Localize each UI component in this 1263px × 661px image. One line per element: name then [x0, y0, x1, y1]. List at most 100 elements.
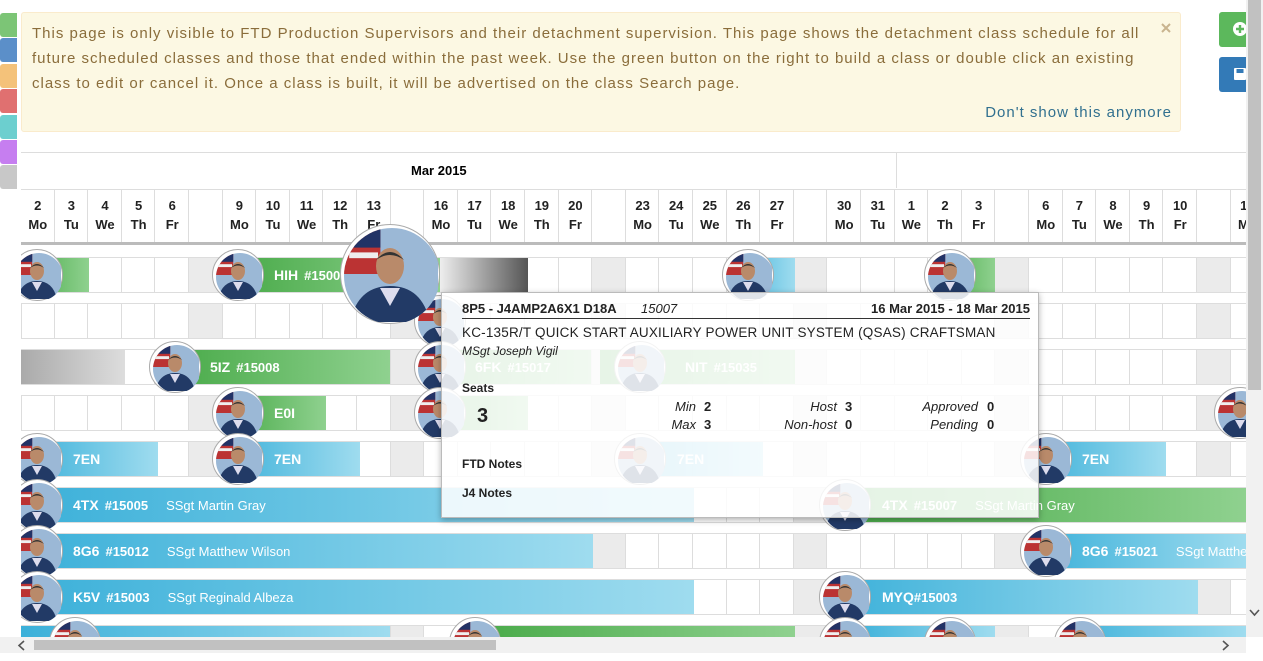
month-divider [896, 152, 897, 188]
instructor-avatar [212, 249, 264, 301]
class-code: 4TX [73, 497, 99, 513]
header-cell [525, 189, 559, 243]
grid-cell [793, 257, 828, 293]
instructor-avatar [212, 387, 264, 439]
grid-cell [659, 257, 693, 293]
class-instructor: SSgt Matthew Wilson [166, 544, 291, 559]
header-cell [928, 189, 962, 243]
day-date: 1 [907, 198, 915, 213]
grid-cell [54, 303, 89, 339]
horizontal-scrollbar[interactable] [0, 637, 1246, 653]
instructor-avatar [21, 433, 63, 485]
grid-cell [88, 303, 122, 339]
grid-cell [21, 303, 55, 339]
grid-cell [928, 533, 962, 569]
day-date: 5 [134, 198, 143, 213]
grid-cell [155, 395, 189, 431]
header-cell [357, 189, 391, 243]
day-date: 4 [101, 198, 109, 213]
instructor-avatar [819, 571, 871, 623]
instructor-avatar [1054, 617, 1106, 637]
scroll-thumb[interactable] [1248, 0, 1261, 390]
day-weekday: Mo [834, 217, 854, 232]
class-code: MYQ [882, 589, 914, 605]
notice: This page is only visible to FTD Product… [21, 12, 1181, 132]
grid-cell [1197, 441, 1231, 477]
color-tab [0, 38, 17, 63]
class-bar[interactable]: MYQ#15003 [830, 580, 1198, 614]
instructor-avatar [21, 525, 63, 577]
class-code: 7EN [274, 451, 302, 467]
class-code: K5V [73, 589, 101, 605]
day-date: 30 [836, 198, 852, 213]
grid-cell [357, 395, 391, 431]
day-date: 31 [870, 198, 886, 213]
grid-cell [995, 257, 1029, 293]
class-number: #15021 [1114, 544, 1158, 559]
color-tab [0, 13, 17, 37]
grid-cell [121, 395, 156, 431]
grid-cell [1197, 579, 1231, 615]
stat-value: 0 [987, 417, 995, 432]
day-date: 13 [1240, 198, 1246, 213]
grid-cell [693, 257, 727, 293]
grid-cell [323, 395, 357, 431]
day-weekday: Fr [1173, 217, 1187, 232]
class-number: #15012 [105, 544, 149, 559]
class-bar [850, 626, 995, 637]
dismiss-link[interactable]: Don't show this anymore [985, 104, 1172, 121]
vertical-scrollbar[interactable] [1246, 0, 1263, 637]
day-weekday: Tu [467, 217, 483, 232]
header-cell [659, 189, 693, 243]
grid-cell [155, 303, 189, 339]
grid-cell [1230, 303, 1246, 339]
grid-cell [121, 257, 156, 293]
class-popup: 8P5 - J4AMP2A6X1 D18A 15007 16 Mar 2015 … [441, 292, 1039, 518]
day-weekday: Mo [431, 217, 451, 232]
day-weekday: Th [937, 217, 953, 232]
grid-cell [1096, 303, 1130, 339]
day-date: 26 [736, 198, 751, 213]
day-date: 23 [635, 198, 650, 213]
grid-cell [1129, 303, 1164, 339]
day-weekday: We [901, 217, 922, 232]
day-weekday: Tu [870, 217, 886, 232]
instructor-avatar [449, 617, 501, 637]
header-cell [1063, 189, 1097, 243]
instructor-avatar [924, 249, 976, 301]
close-icon[interactable] [1160, 22, 1172, 34]
header-cell [323, 189, 357, 243]
day-weekday: Th [130, 217, 147, 232]
scroll-thumb[interactable] [34, 640, 496, 650]
class-code: 8G6 [73, 543, 100, 559]
grid-cell [693, 579, 727, 615]
header-cell [290, 189, 324, 243]
instructor-avatar [21, 249, 63, 301]
day-weekday: We [95, 217, 115, 232]
grid-cell [323, 303, 357, 339]
grid-cell [827, 257, 861, 293]
stat-label: Min [675, 399, 696, 414]
instructor-avatar [49, 617, 101, 637]
day-date: 19 [534, 198, 550, 213]
divider [462, 318, 1030, 319]
grid-cell [88, 395, 122, 431]
grid-cell [289, 303, 324, 339]
header-cell [794, 189, 828, 243]
day-date: 9 [1142, 198, 1151, 213]
day-weekday: Mo [230, 217, 249, 232]
day-date: 25 [702, 198, 718, 213]
class-number: #1500 [304, 268, 341, 283]
grid-cell [894, 533, 929, 569]
class-bar[interactable]: K5V #15003 SSgt Reginald Albeza [21, 580, 694, 614]
day-date: 18 [500, 198, 516, 213]
grid-cell [1096, 395, 1130, 431]
notice-text: This page is only visible to FTD Product… [32, 25, 1140, 92]
class-number: #15008 [236, 360, 280, 375]
class-bar [21, 350, 125, 384]
instructor-avatar [212, 433, 264, 485]
header-cell [491, 189, 525, 243]
class-bar[interactable]: 8G6 #15012 SSgt Matthew Wilson [21, 534, 593, 568]
